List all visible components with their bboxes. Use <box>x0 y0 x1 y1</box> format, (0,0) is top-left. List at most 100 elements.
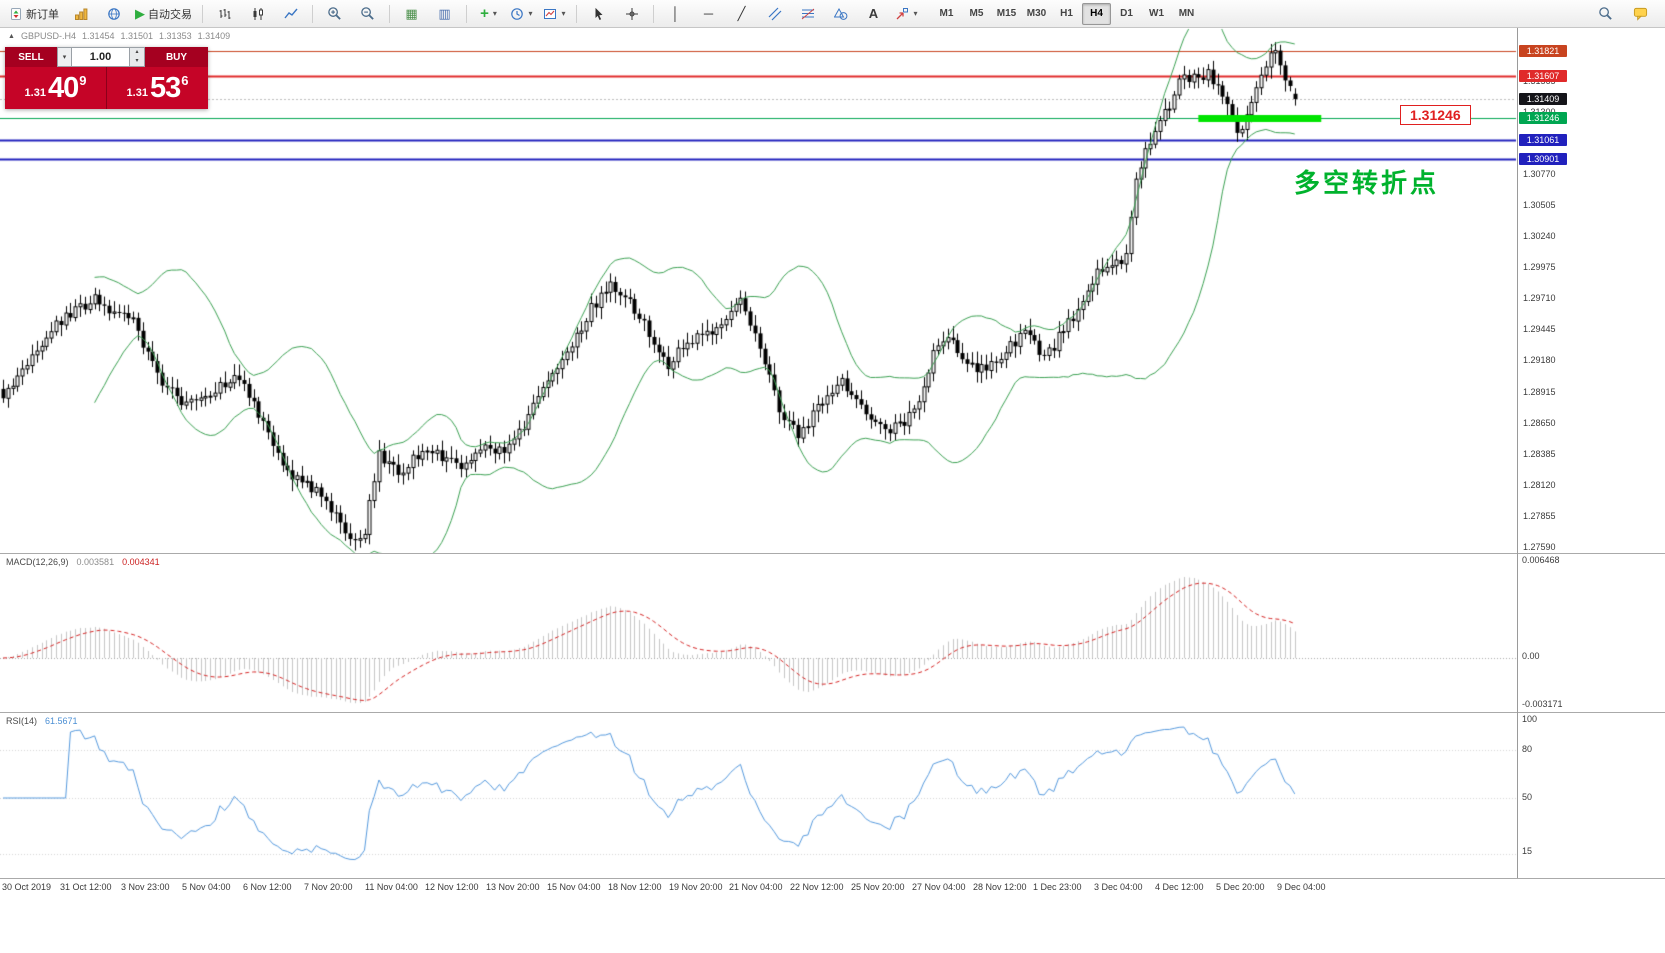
pane-separator-macd[interactable] <box>0 553 1665 554</box>
play-icon: ▶ <box>135 6 145 21</box>
tf-button-m1[interactable]: M1 <box>939 8 954 19</box>
add-indicator-icon: + <box>480 5 489 22</box>
tf-button-m30[interactable]: M30 <box>1026 8 1047 19</box>
price-level-1.31246: 1.31246 <box>1519 112 1567 125</box>
buy-price-prefix: 1.31 <box>126 87 148 99</box>
channel-icon <box>768 7 781 20</box>
time-label: 21 Nov 04:00 <box>729 882 783 892</box>
auto-trading-label: 自动交易 <box>148 8 192 21</box>
price-level-1.31821: 1.31821 <box>1519 44 1567 57</box>
zoom-in-icon <box>328 7 341 20</box>
toolbar-separator <box>202 4 203 23</box>
buy-button[interactable]: 1.31 53 6 <box>107 67 208 109</box>
volume-stepper[interactable]: ▴ ▾ <box>130 47 145 67</box>
price-tick: 1.28915 <box>1523 386 1556 397</box>
time-label: 18 Nov 12:00 <box>608 882 662 892</box>
bar-chart-button[interactable] <box>209 2 240 26</box>
tf-button-h4[interactable]: H4 <box>1082 2 1111 25</box>
sell-price-sup: 9 <box>79 72 87 88</box>
toolbar-separator <box>389 4 390 23</box>
stepper-down-icon[interactable]: ▾ <box>135 58 139 64</box>
rsi-scale-15: 15 <box>1522 846 1533 856</box>
channel-tool[interactable] <box>759 2 790 26</box>
auto-trading-button[interactable]: ▶ 自动交易 <box>131 2 196 26</box>
chevron-down-icon: ▾ <box>561 9 566 18</box>
tf-button-m5[interactable]: M5 <box>969 8 984 19</box>
volume-input[interactable] <box>72 47 130 67</box>
macd-scale-min: -0.003171 <box>1522 699 1563 709</box>
buy-price-sup: 6 <box>181 72 189 88</box>
time-label: 12 Nov 12:00 <box>425 882 479 892</box>
price-tick: 1.29710 <box>1523 293 1556 304</box>
tf-button-h1[interactable]: H1 <box>1060 8 1073 19</box>
fibonacci-tool[interactable] <box>792 2 823 26</box>
macd-main-value: 0.003581 <box>76 557 115 567</box>
zoom-in-button[interactable] <box>319 2 350 26</box>
time-label: 1 Dec 23:00 <box>1033 882 1082 892</box>
cascade-windows-icon: ▥ <box>438 6 451 21</box>
chat-icon <box>1633 7 1648 21</box>
tile-windows-button[interactable]: ▦ <box>396 2 427 26</box>
stepper-up-icon[interactable]: ▴ <box>135 49 139 55</box>
macd-scale-max: 0.006468 <box>1522 555 1560 565</box>
price-tick: 1.28120 <box>1523 479 1556 490</box>
vertical-line-tool[interactable]: │ <box>660 2 691 26</box>
chat-button[interactable] <box>1625 2 1656 26</box>
tf-button-d1[interactable]: D1 <box>1120 8 1133 19</box>
toolbar-separator <box>653 4 654 23</box>
price-tick: 1.28650 <box>1523 417 1556 428</box>
candlestick-chart-icon <box>253 7 263 20</box>
sell-tab[interactable]: SELL <box>5 47 57 67</box>
templates-button[interactable]: ▾ <box>539 2 570 26</box>
bar-high: 1.31501 <box>120 31 154 41</box>
new-order-button[interactable]: 新订单 <box>5 2 63 26</box>
price-tick: 1.31300 <box>1523 107 1556 117</box>
arrows-tool[interactable]: ▾ <box>891 2 922 26</box>
zoom-out-button[interactable] <box>352 2 383 26</box>
time-label: 13 Nov 20:00 <box>486 882 540 892</box>
price-level-1.31409: 1.31409 <box>1519 93 1567 106</box>
candlestick-chart-button[interactable] <box>242 2 273 26</box>
charts-icon-button[interactable] <box>65 2 96 26</box>
horizontal-line-tool[interactable]: ─ <box>693 2 724 26</box>
trendline-tool[interactable]: ╱ <box>726 2 757 26</box>
turning-point-annotation[interactable]: 多空转折点 <box>1294 168 1440 198</box>
sell-button[interactable]: 1.31 40 9 <box>5 67 107 109</box>
indicators-button[interactable]: + ▾ <box>473 2 504 26</box>
order-type-dropdown[interactable]: ▾ <box>57 47 72 67</box>
toolbar-separator <box>576 4 577 23</box>
cascade-windows-button[interactable]: ▥ <box>429 2 460 26</box>
toolbar-right-group <box>1590 2 1660 26</box>
charts-icon <box>74 8 87 20</box>
time-label: 9 Dec 04:00 <box>1277 882 1326 892</box>
cursor-icon <box>595 7 602 20</box>
search-button[interactable] <box>1590 2 1621 26</box>
tf-button-w1[interactable]: W1 <box>1149 8 1164 19</box>
time-label: 3 Nov 23:00 <box>121 882 170 892</box>
timeframe-group: M1 M5 M15 M30 H1 H4 D1 W1 MN <box>932 2 1201 25</box>
tf-button-m15[interactable]: M15 <box>996 8 1017 19</box>
horizontal-line-icon: ─ <box>703 6 714 21</box>
arrow-label-icon <box>897 7 909 19</box>
price-tag-label[interactable]: 1.31246 <box>1400 105 1471 125</box>
line-chart-button[interactable] <box>275 2 306 26</box>
rsi-scale-50: 50 <box>1522 792 1533 802</box>
new-order-label: 新订单 <box>26 8 59 21</box>
crosshair-button[interactable] <box>616 2 647 26</box>
time-label: 25 Nov 20:00 <box>851 882 905 892</box>
shapes-tool[interactable] <box>825 2 856 26</box>
globe-button[interactable] <box>98 2 129 26</box>
macd-scale-zero: 0.00 <box>1522 651 1540 661</box>
time-label: 28 Nov 12:00 <box>973 882 1027 892</box>
text-tool[interactable]: A <box>858 2 889 26</box>
toolbar-separator <box>466 4 467 23</box>
periods-button[interactable]: ▾ <box>506 2 537 26</box>
buy-tab[interactable]: BUY <box>145 47 208 67</box>
cursor-button[interactable] <box>583 2 614 26</box>
tf-button-mn[interactable]: MN <box>1178 8 1195 19</box>
one-click-trading-panel: SELL ▾ ▴ ▾ BUY 1.31 40 9 1.31 53 6 <box>5 47 208 109</box>
price-axis[interactable]: 1.27590 1.27855 1.28120 1.28385 1.28650 1.289… <box>1517 28 1665 878</box>
pane-separator-rsi[interactable] <box>0 712 1665 713</box>
time-axis[interactable]: 30 Oct 2019 31 Oct 12:00 3 Nov 23:00 5 Nov … <box>0 879 1665 897</box>
